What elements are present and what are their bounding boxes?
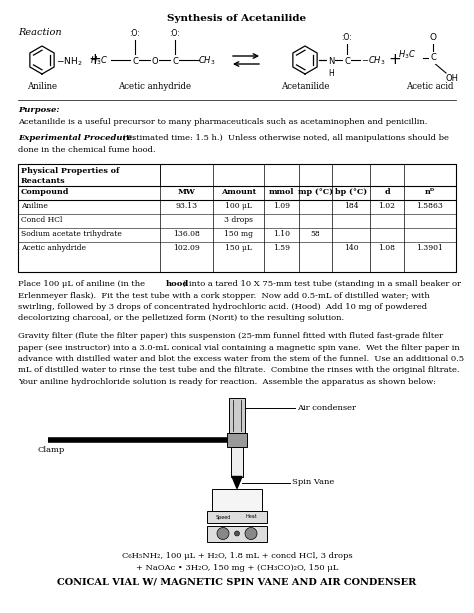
Text: Amount: Amount [221, 188, 256, 196]
Text: C: C [172, 56, 178, 66]
Text: Spin Vane: Spin Vane [292, 479, 334, 487]
Text: 1.02: 1.02 [379, 202, 395, 210]
Text: advance with distilled water and blot the excess water from the stem of the funn: advance with distilled water and blot th… [18, 355, 464, 363]
Text: Aniline: Aniline [27, 82, 57, 91]
Text: 58: 58 [310, 230, 320, 238]
Text: Sodium acetate trihydrate: Sodium acetate trihydrate [21, 230, 122, 238]
Text: 1.3901: 1.3901 [417, 244, 444, 252]
Bar [229, 397, 245, 433]
Text: :O:: :O: [170, 29, 181, 38]
Text: Physical Properties of
Reactants: Physical Properties of Reactants [21, 167, 119, 185]
Text: 184: 184 [344, 202, 358, 210]
Text: 140: 140 [344, 244, 358, 252]
Text: C: C [430, 53, 436, 63]
Text: nᴰ: nᴰ [425, 188, 435, 196]
Text: hood: hood [166, 280, 190, 288]
Text: H: H [328, 69, 334, 78]
Text: Your aniline hydrochloride solution is ready for reaction.  Assemble the apparat: Your aniline hydrochloride solution is r… [18, 378, 436, 386]
Text: Heat: Heat [245, 514, 257, 519]
Text: 150 mg: 150 mg [224, 230, 253, 238]
Text: decolorizing charcoal, or the pelletized form (Norit) to the resulting solution.: decolorizing charcoal, or the pelletized… [18, 314, 344, 322]
Text: OH: OH [446, 74, 459, 83]
Text: N: N [328, 56, 334, 66]
Text: Compound: Compound [21, 188, 69, 196]
Text: Aniline: Aniline [21, 202, 48, 210]
Bar [227, 433, 247, 446]
Text: C₆H₅NH₂, 100 μL + H₂O, 1.8 mL + concd HCl, 3 drops: C₆H₅NH₂, 100 μL + H₂O, 1.8 mL + concd HC… [122, 552, 352, 560]
Text: mmol: mmol [269, 188, 294, 196]
Text: Gravity filter (flute the filter paper) this suspension (25-mm funnel fitted wit: Gravity filter (flute the filter paper) … [18, 332, 443, 340]
Polygon shape [232, 476, 242, 489]
Text: + NaOAc • 3H₂O, 150 mg + (CH₃CO)₂O, 150 μL: + NaOAc • 3H₂O, 150 mg + (CH₃CO)₂O, 150 … [136, 565, 338, 573]
Text: $H_3C$: $H_3C$ [90, 55, 108, 67]
Text: Acetanilide: Acetanilide [281, 82, 329, 91]
Text: 1.5863: 1.5863 [417, 202, 444, 210]
Text: Place 100 μL of aniline (in the: Place 100 μL of aniline (in the [18, 280, 147, 288]
Text: 100 μL: 100 μL [225, 202, 252, 210]
Bar [207, 511, 267, 522]
Text: +: + [389, 53, 401, 67]
Text: :O:: :O: [129, 29, 140, 38]
Text: mp (°C): mp (°C) [298, 188, 333, 196]
Text: swirling, followed by 3 drops of concentrated hydrochloric acid. (Hood)  Add 10 : swirling, followed by 3 drops of concent… [18, 303, 427, 311]
Text: $CH_3$: $CH_3$ [198, 55, 216, 67]
Text: O: O [429, 33, 437, 42]
Text: (Estimated time: 1.5 h.)  Unless otherwise noted, all manipulations should be: (Estimated time: 1.5 h.) Unless otherwis… [120, 134, 449, 142]
Text: Acetanilide is a useful precursor to many pharmaceuticals such as acetaminophen : Acetanilide is a useful precursor to man… [18, 118, 428, 126]
Text: 93.13: 93.13 [175, 202, 198, 210]
Circle shape [245, 528, 257, 539]
Text: Purpose:: Purpose: [18, 106, 60, 114]
Text: +: + [89, 53, 101, 67]
Text: ) into a tared 10 X 75-mm test tube (standing in a small beaker or: ) into a tared 10 X 75-mm test tube (sta… [183, 280, 461, 288]
Text: 1.09: 1.09 [273, 202, 290, 210]
Text: C: C [344, 56, 350, 66]
Text: Reaction: Reaction [18, 28, 62, 37]
Text: Acetic acid: Acetic acid [406, 82, 454, 91]
Text: $-\mathrm{NH_2}$: $-\mathrm{NH_2}$ [56, 56, 82, 68]
Text: Clamp: Clamp [38, 446, 65, 454]
Text: 1.08: 1.08 [379, 244, 395, 252]
Text: MW: MW [178, 188, 195, 196]
Text: Experimental Procedure.: Experimental Procedure. [18, 134, 135, 142]
Text: d: d [384, 188, 390, 196]
Circle shape [235, 531, 239, 536]
Text: Acetic anhydride: Acetic anhydride [21, 244, 86, 252]
Text: 102.09: 102.09 [173, 244, 200, 252]
Text: done in the chemical fume hood.: done in the chemical fume hood. [18, 146, 155, 154]
Text: Air condenser: Air condenser [297, 403, 356, 411]
Text: Speed: Speed [215, 514, 231, 519]
Text: Synthesis of Acetanilide: Synthesis of Acetanilide [167, 14, 307, 23]
Text: 150 μL: 150 μL [225, 244, 252, 252]
Text: :O:: :O: [342, 33, 352, 42]
Text: CONICAL VIAL W/ MAGNETIC SPIN VANE AND AIR CONDENSER: CONICAL VIAL W/ MAGNETIC SPIN VANE AND A… [57, 577, 417, 587]
Text: Erlenmeyer flask).  Fit the test tube with a cork stopper.  Now add 0.5-mL of di: Erlenmeyer flask). Fit the test tube wit… [18, 292, 430, 300]
Text: 1.10: 1.10 [273, 230, 290, 238]
Text: Acetic anhydride: Acetic anhydride [118, 82, 191, 91]
Text: O: O [152, 56, 158, 66]
Text: mL of distilled water to rinse the test tube and the filtrate.  Combine the rins: mL of distilled water to rinse the test … [18, 367, 459, 375]
Circle shape [217, 528, 229, 539]
Text: Concd HCl: Concd HCl [21, 216, 63, 224]
Text: 3 drops: 3 drops [224, 216, 253, 224]
Text: $H_3C$: $H_3C$ [398, 49, 416, 61]
Text: C: C [132, 56, 138, 66]
Text: $-CH_3$: $-CH_3$ [361, 55, 385, 67]
Text: 136.08: 136.08 [173, 230, 200, 238]
Bar [18, 164, 456, 272]
Bar [212, 489, 262, 511]
Text: paper (see instructor) into a 3.0-mL conical vial containing a magnetic spin van: paper (see instructor) into a 3.0-mL con… [18, 343, 460, 351]
Bar [231, 446, 243, 476]
Text: bp (°C): bp (°C) [335, 188, 367, 196]
Bar [207, 525, 267, 541]
Text: 1.59: 1.59 [273, 244, 290, 252]
